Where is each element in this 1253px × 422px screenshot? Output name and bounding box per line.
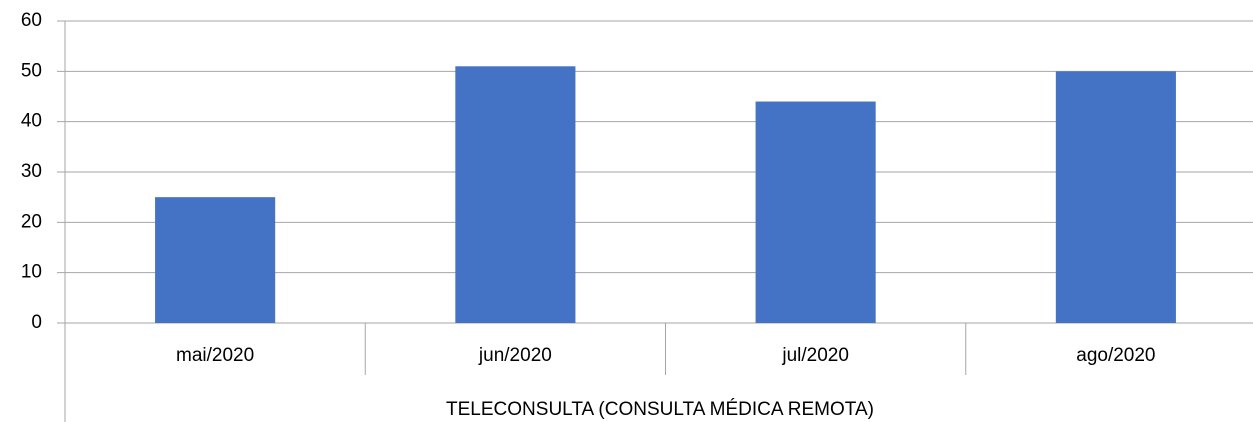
x-axis-label: TELECONSULTA (CONSULTA MÉDICA REMOTA): [446, 399, 874, 420]
y-tick-label: 20: [21, 211, 42, 232]
bar: [755, 101, 876, 324]
bar: [155, 197, 276, 323]
y-tick-label: 40: [21, 111, 42, 132]
y-tick-label: 60: [21, 10, 42, 31]
y-tick-label: 0: [31, 312, 42, 333]
x-tick-label: mai/2020: [176, 345, 254, 366]
bar: [455, 66, 576, 324]
y-tick-label: 10: [21, 262, 42, 283]
x-tick-label: ago/2020: [1076, 345, 1155, 366]
x-tick-label: jul/2020: [781, 345, 849, 366]
y-tick-label: 30: [21, 161, 42, 182]
x-tick-label: jun/2020: [478, 345, 552, 366]
bar: [1055, 71, 1176, 323]
y-tick-label: 50: [21, 60, 42, 81]
